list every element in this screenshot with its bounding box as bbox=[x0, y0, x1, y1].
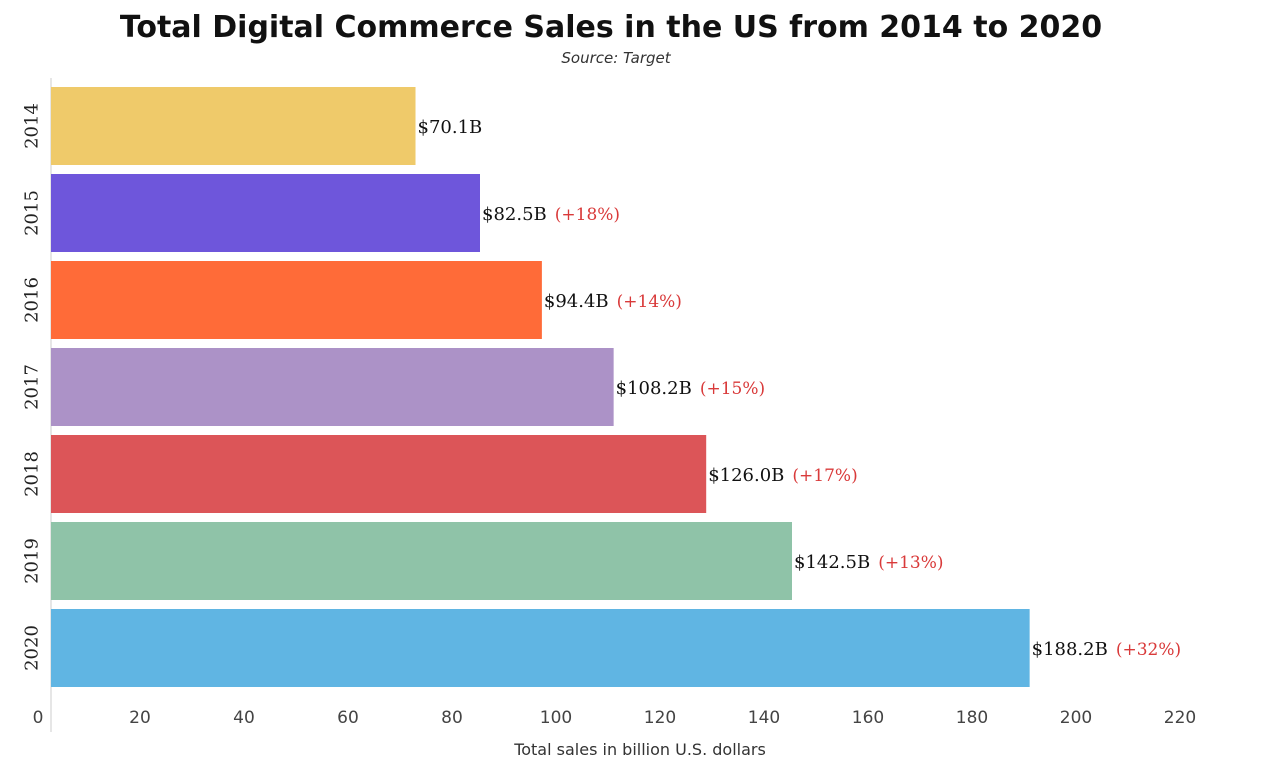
change-label-2015: (+18%) bbox=[555, 205, 620, 225]
value-label-2019: $142.5B bbox=[794, 552, 870, 573]
change-label-2020: (+32%) bbox=[1116, 640, 1181, 660]
bar-2018 bbox=[51, 435, 707, 513]
change-label-2017: (+15%) bbox=[700, 379, 765, 399]
x-tick-label-140: 140 bbox=[748, 708, 780, 728]
change-label-2019: (+13%) bbox=[878, 553, 943, 573]
x-tick-label-20: 20 bbox=[129, 708, 151, 728]
x-tick-label-180: 180 bbox=[956, 708, 988, 728]
y-tick-label-2020: 2020 bbox=[22, 625, 43, 671]
bar-2016 bbox=[51, 261, 542, 339]
x-tick-label-60: 60 bbox=[337, 708, 359, 728]
bar-2014 bbox=[51, 87, 416, 165]
x-tick-label-100: 100 bbox=[540, 708, 572, 728]
bars-layer bbox=[51, 87, 1030, 687]
labels-layer: $70.1B $82.5B (+18%) $94.4B (+14%) $108.2B (+1… bbox=[418, 117, 1182, 660]
x-tick-label-0: 0 bbox=[33, 708, 44, 728]
y-tick-label-2016: 2016 bbox=[22, 277, 43, 323]
value-label-2018: $126.0B bbox=[708, 465, 784, 486]
value-label-2016: $94.4B bbox=[544, 291, 609, 312]
y-tick-labels: 2014 2015 2016 2017 2018 2019 2020 bbox=[22, 103, 43, 671]
bar-2020 bbox=[51, 609, 1030, 687]
chart-title: Total Digital Commerce Sales in the US f… bbox=[119, 10, 1103, 45]
bar-2017 bbox=[51, 348, 614, 426]
x-tick-labels: 0 20 40 60 80 100 120 140 160 180 200 220 bbox=[33, 708, 1197, 728]
x-tick-label-120: 120 bbox=[644, 708, 676, 728]
bar-2015 bbox=[51, 174, 480, 252]
value-label-2014: $70.1B bbox=[418, 117, 483, 138]
y-tick-label-2019: 2019 bbox=[22, 538, 43, 584]
change-label-2016: (+14%) bbox=[617, 292, 682, 312]
bar-2019 bbox=[51, 522, 792, 600]
x-tick-label-80: 80 bbox=[441, 708, 463, 728]
x-tick-label-40: 40 bbox=[233, 708, 255, 728]
change-label-2018: (+17%) bbox=[792, 466, 857, 486]
value-label-2017: $108.2B bbox=[616, 378, 692, 399]
chart-subtitle: Source: Target bbox=[561, 49, 671, 67]
y-tick-label-2018: 2018 bbox=[22, 451, 43, 497]
x-tick-label-160: 160 bbox=[852, 708, 884, 728]
x-tick-label-200: 200 bbox=[1060, 708, 1092, 728]
x-axis-label: Total sales in billion U.S. dollars bbox=[514, 740, 766, 759]
x-tick-label-220: 220 bbox=[1164, 708, 1196, 728]
y-tick-label-2017: 2017 bbox=[22, 364, 43, 410]
value-label-2020: $188.2B bbox=[1032, 639, 1108, 660]
value-label-2015: $82.5B bbox=[482, 204, 547, 225]
y-tick-label-2015: 2015 bbox=[22, 190, 43, 236]
y-tick-label-2014: 2014 bbox=[22, 103, 43, 149]
